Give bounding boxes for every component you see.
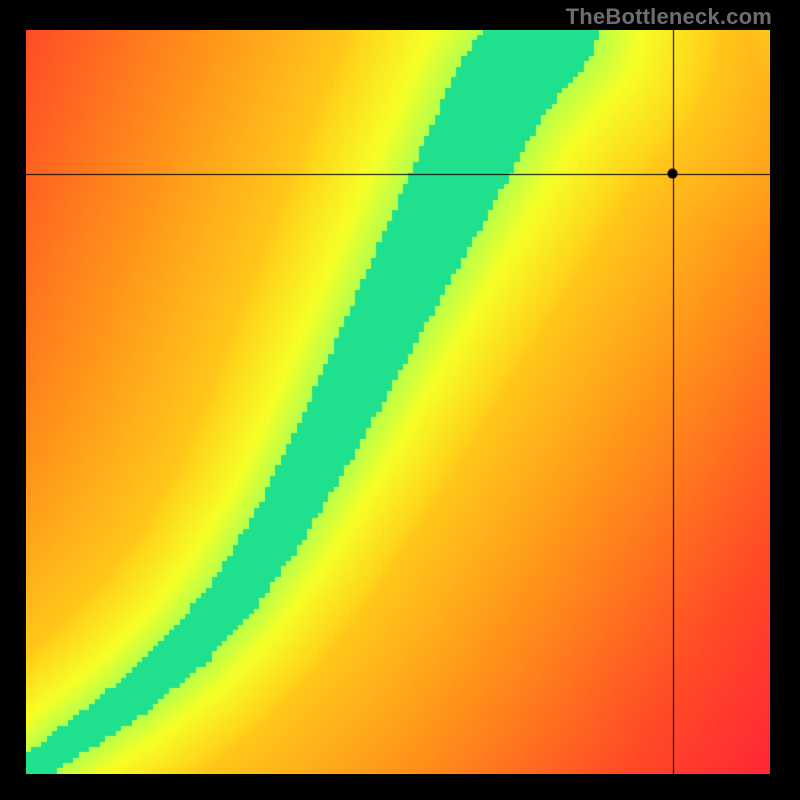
watermark-text: TheBottleneck.com: [566, 4, 772, 30]
figure-container: TheBottleneck.com: [0, 0, 800, 800]
bottleneck-heatmap: [26, 30, 770, 774]
plot-area: [26, 30, 770, 774]
